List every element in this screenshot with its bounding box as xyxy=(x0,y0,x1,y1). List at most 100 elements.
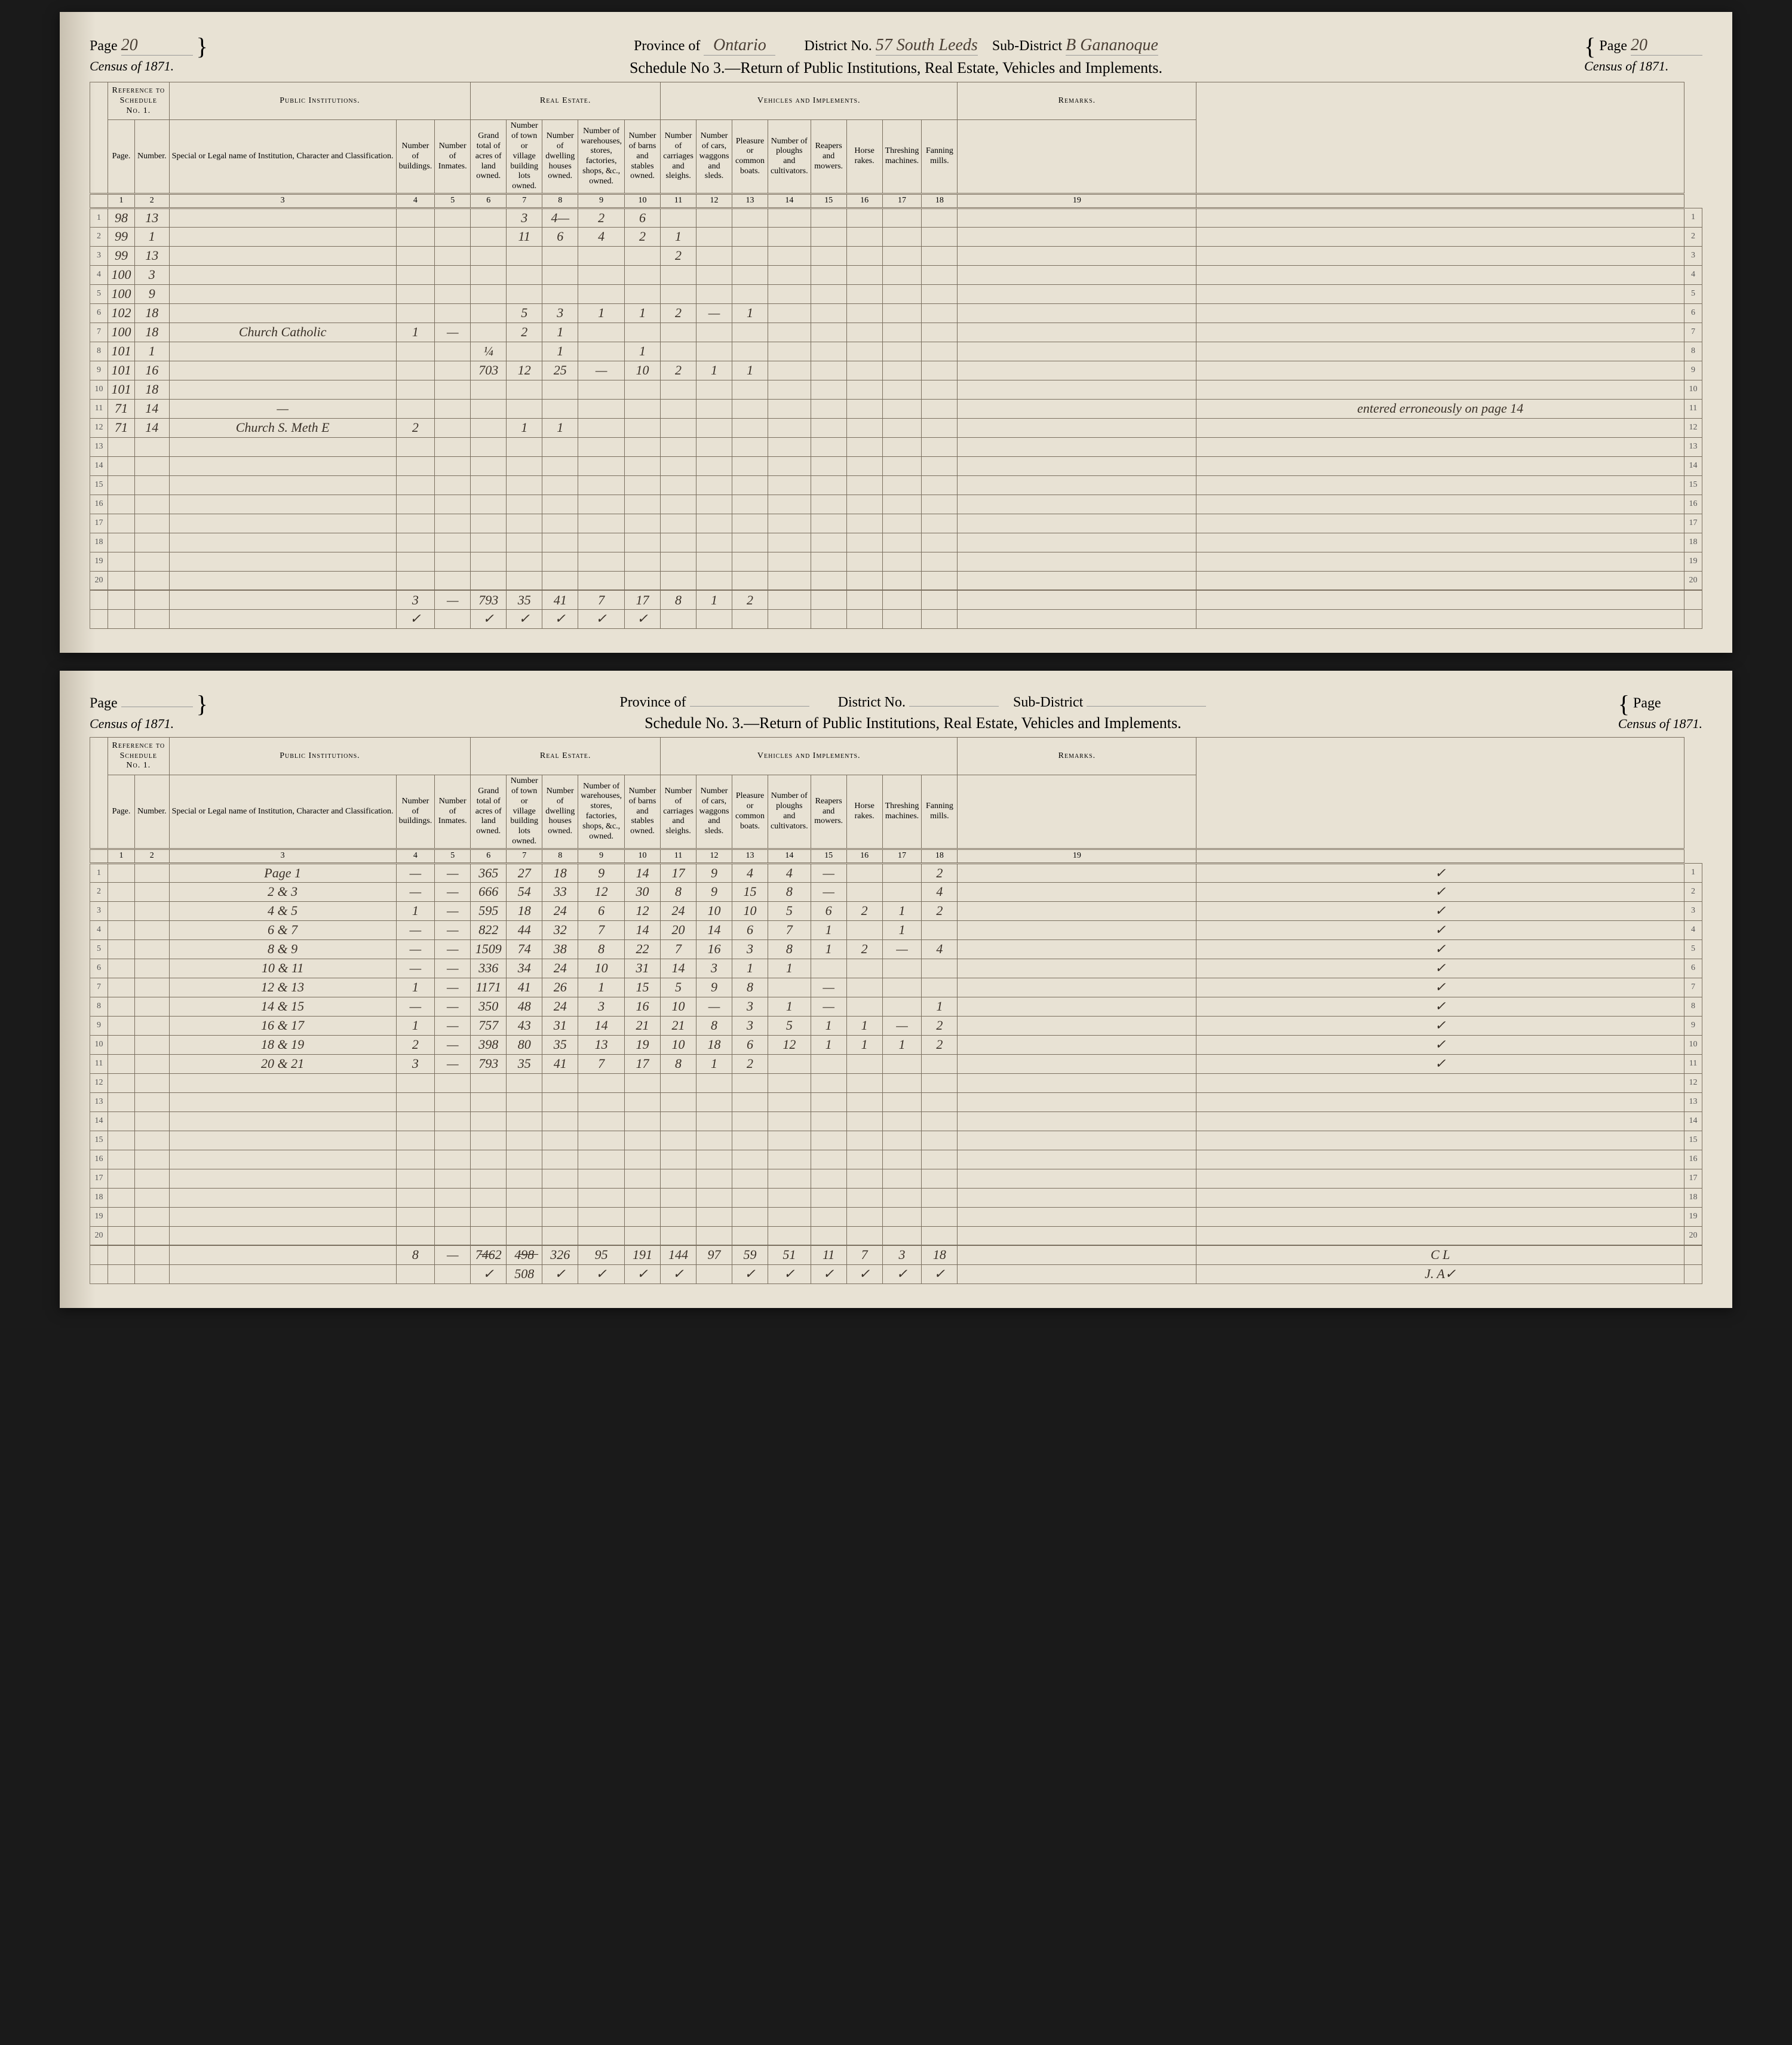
cell-value xyxy=(882,456,922,475)
cell-institution: 4 & 5 xyxy=(169,901,396,920)
section-real: Real Estate. xyxy=(471,737,661,775)
cell-institution: 14 & 15 xyxy=(169,997,396,1016)
cell-institution xyxy=(169,208,396,227)
cell-value: 3 xyxy=(396,1054,435,1073)
total-cell: — xyxy=(435,590,471,609)
cell-value: 8 xyxy=(578,939,625,959)
schedule-title: Schedule No. 3.—Return of Public Institu… xyxy=(208,714,1618,732)
cell-value xyxy=(396,1188,435,1207)
cell-value xyxy=(696,342,732,361)
cell-value: 757 xyxy=(471,1016,507,1035)
cell-number: 16 xyxy=(135,361,170,380)
cell-value xyxy=(922,1150,958,1169)
cell-value xyxy=(922,1131,958,1150)
total-cell xyxy=(811,590,846,609)
census-label-right: Census of 1871. xyxy=(1618,716,1702,732)
cell-value: 15 xyxy=(732,882,768,901)
cell-value xyxy=(435,418,471,437)
cell-value xyxy=(625,552,661,571)
check-cell: ✓ xyxy=(768,1264,811,1284)
col-reapers: Reapers and mowers. xyxy=(811,775,846,849)
cell-value: 1 xyxy=(768,959,811,978)
cell-value xyxy=(732,1188,768,1207)
page-right-num: 20 xyxy=(1631,36,1702,56)
cell-remarks xyxy=(1196,1073,1684,1092)
cell-value xyxy=(732,552,768,571)
cell-value xyxy=(882,863,922,882)
cell-value xyxy=(578,399,625,418)
cell-number: 13 xyxy=(135,208,170,227)
cell-value xyxy=(732,1169,768,1188)
cell-institution: Church S. Meth E xyxy=(169,418,396,437)
cell-value: — xyxy=(882,1016,922,1035)
cell-value xyxy=(696,514,732,533)
cell-value xyxy=(625,533,661,552)
cell-value xyxy=(661,475,696,495)
cell-page xyxy=(108,1207,135,1226)
cell-remarks xyxy=(1196,380,1684,399)
cell-value xyxy=(435,303,471,323)
cell-page xyxy=(108,1188,135,1207)
cell-number xyxy=(135,901,170,920)
cell-value xyxy=(846,418,882,437)
cell-value: — xyxy=(435,1035,471,1054)
cell-value xyxy=(732,571,768,590)
cell-value: 48 xyxy=(507,997,542,1016)
cell-value xyxy=(732,475,768,495)
cell-value xyxy=(846,1169,882,1188)
cell-value xyxy=(811,1111,846,1131)
cell-value xyxy=(625,380,661,399)
col-boats: Pleasure or common boats. xyxy=(732,120,768,194)
row-number-right: 10 xyxy=(1684,380,1702,399)
cell-value xyxy=(846,495,882,514)
check-cell: ✓ xyxy=(578,609,625,628)
row-number: 15 xyxy=(90,475,108,495)
cell-value xyxy=(435,475,471,495)
cell-value xyxy=(435,1150,471,1169)
total-cell: — xyxy=(435,1245,471,1264)
cell-value xyxy=(882,437,922,456)
cell-value xyxy=(846,208,882,227)
cell-value xyxy=(578,1131,625,1150)
cell-value xyxy=(846,1207,882,1226)
cell-value: 1 xyxy=(811,920,846,939)
cell-value xyxy=(396,533,435,552)
cell-remarks xyxy=(1196,1092,1684,1111)
cell-number xyxy=(135,882,170,901)
cell-value: 1 xyxy=(625,303,661,323)
cell-value xyxy=(768,978,811,997)
cell-value xyxy=(396,1131,435,1150)
row-number-right: 8 xyxy=(1684,997,1702,1016)
total-cell xyxy=(958,590,1196,609)
cell-page xyxy=(108,552,135,571)
cell-value xyxy=(507,456,542,475)
cell-value: 1 xyxy=(696,361,732,380)
check-cell: ✓ xyxy=(811,1264,846,1284)
cell-value xyxy=(507,1111,542,1131)
cell-value xyxy=(958,265,1196,284)
cell-number xyxy=(135,437,170,456)
cell-value: 10 xyxy=(696,901,732,920)
cell-number xyxy=(135,1092,170,1111)
cell-value: 595 xyxy=(471,901,507,920)
row-number-right: 9 xyxy=(1684,361,1702,380)
check-cell: ✓ xyxy=(922,1264,958,1284)
col-inmates: Number of Inmates. xyxy=(435,775,471,849)
row-number-right: 11 xyxy=(1684,1054,1702,1073)
cell-institution xyxy=(169,265,396,284)
cell-remarks: ✓ xyxy=(1196,920,1684,939)
cell-value xyxy=(958,1092,1196,1111)
cell-value xyxy=(846,342,882,361)
cell-value xyxy=(846,323,882,342)
cell-value xyxy=(507,571,542,590)
cell-value: — xyxy=(396,997,435,1016)
col-buildings: Number of buildings. xyxy=(396,120,435,194)
row-number-right: 5 xyxy=(1684,939,1702,959)
cell-value xyxy=(882,1111,922,1131)
check-cell xyxy=(396,1264,435,1284)
cell-value xyxy=(732,380,768,399)
cell-value xyxy=(435,533,471,552)
cell-value xyxy=(471,1226,507,1245)
table-row: 29911164212 xyxy=(90,227,1702,246)
cell-value: 1 xyxy=(768,997,811,1016)
